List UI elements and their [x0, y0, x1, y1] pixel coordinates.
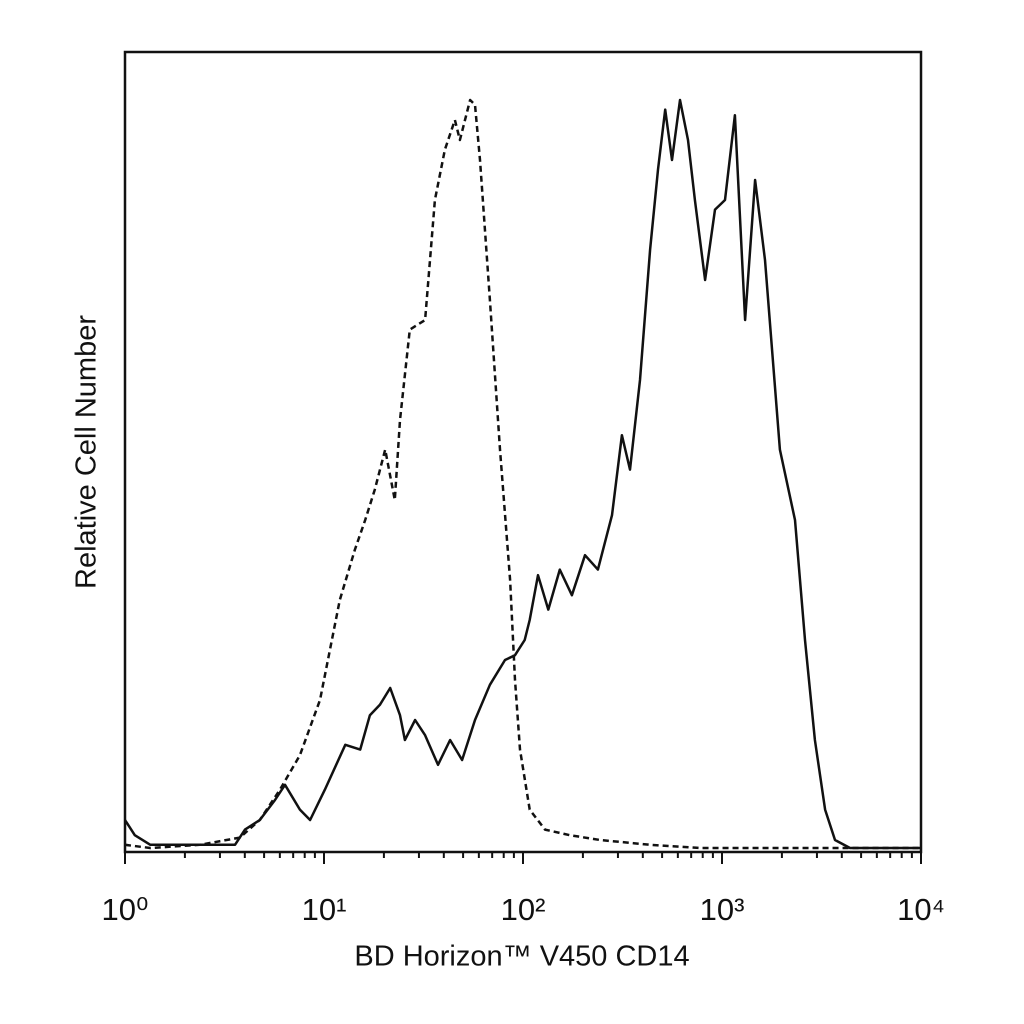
x-tick-label: 10⁴ — [897, 892, 945, 927]
histogram-line — [124, 98, 920, 850]
y-axis-label: Relative Cell Number — [71, 315, 103, 589]
histogram-line — [123, 98, 920, 850]
x-tick-label: 10² — [501, 892, 546, 927]
x-axis-label: BD Horizon™ V450 CD14 — [354, 941, 689, 973]
x-tick-label: 10¹ — [302, 892, 347, 927]
x-tick-label: 10⁰ — [102, 892, 149, 927]
plot-frame — [123, 50, 923, 854]
x-tick-label: 10³ — [700, 892, 745, 927]
